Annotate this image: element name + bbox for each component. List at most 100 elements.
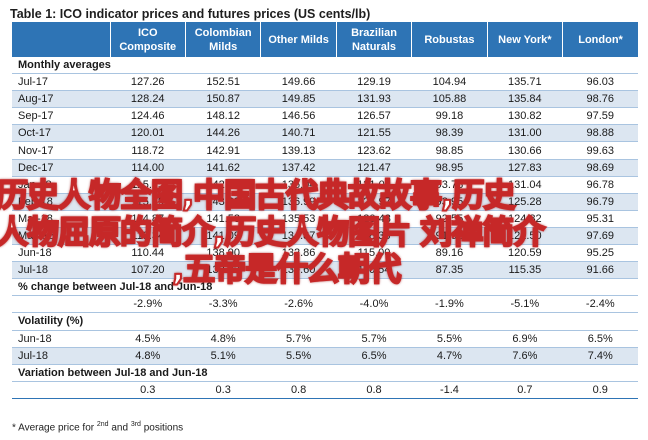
cell-value: 141.62 xyxy=(185,159,261,177)
cell-value: 5.5% xyxy=(260,347,337,365)
cell-value: 121.97 xyxy=(336,193,412,211)
cell-value: -4.0% xyxy=(336,295,412,314)
cell-value: 93.78 xyxy=(411,176,488,194)
cell-value: 4.7% xyxy=(411,347,488,365)
cell-value: 142.61 xyxy=(185,176,261,194)
cell-value: 146.56 xyxy=(260,107,337,126)
table-row: Jul-18 4.8% 5.1% 5.5% 6.5% 4.7% 7.6% 7.4% xyxy=(12,347,638,365)
cell-value: 120.59 xyxy=(487,244,563,263)
cell-value: 121.55 xyxy=(336,124,412,143)
cell-value: 98.69 xyxy=(562,159,638,177)
source-sup-third: 3rd xyxy=(130,421,141,428)
cell-value: 93.95 xyxy=(411,193,488,211)
cell-value: 115.00 xyxy=(336,244,412,263)
section-heading: Volatility (%) xyxy=(12,312,638,331)
cell-value: 87.35 xyxy=(411,261,488,280)
cell-value: 125.28 xyxy=(487,193,563,211)
cell-value: 0.9 xyxy=(562,381,638,399)
table-row: -2.9% -3.3% -2.6% -4.0% -1.9% -5.1% -2.4% xyxy=(12,295,638,314)
table-row: Aug-17 128.24 150.87 149.85 131.93 105.88 135.… xyxy=(12,90,638,109)
cell-value: 7.4% xyxy=(562,347,638,365)
cell-value: 130.66 xyxy=(487,141,563,160)
cell-value: 120.01 xyxy=(110,124,186,143)
table-row: Dec-17 114.00 141.62 137.42 121.47 98.95 127.8… xyxy=(12,159,638,177)
cell-value: 97.59 xyxy=(562,107,638,126)
cell-value: 138.90 xyxy=(185,244,261,263)
cell-value: 130.60 xyxy=(260,261,337,280)
cell-value: 5.7% xyxy=(260,330,337,348)
cell-value: 6.5% xyxy=(562,330,638,348)
cell-value: 92.55 xyxy=(411,210,488,228)
cell-value: 124.46 xyxy=(110,107,186,126)
section-heading: Variation between Jul-18 and Jun-18 xyxy=(12,364,638,382)
cell-value: 5.5% xyxy=(411,330,488,348)
cell-value: 0.8 xyxy=(260,381,337,399)
cell-value: 149.66 xyxy=(260,73,337,92)
table-row: May-18 113.34 141.09 134.87 118.38 91.96 122.5… xyxy=(12,227,638,246)
cell-value: 110.54 xyxy=(336,261,412,280)
cell-value: 148.12 xyxy=(185,107,261,126)
cell-value: -2.6% xyxy=(260,295,337,314)
table-row: Oct-17 120.01 144.26 140.71 121.55 98.39 131.0… xyxy=(12,124,638,143)
source-mid: and xyxy=(108,422,131,434)
cell-value: 114.87 xyxy=(110,210,186,228)
table-row: Jul-18 107.20 133.92 130.60 110.54 87.35 115.3… xyxy=(12,261,638,280)
cell-value: 133.92 xyxy=(185,261,261,280)
column-header: Other Milds xyxy=(260,22,337,57)
cell-value: 120.43 xyxy=(336,210,412,228)
cell-value: 131.93 xyxy=(336,90,412,109)
cell-value: 107.20 xyxy=(110,261,186,280)
cell-value: 132.86 xyxy=(260,244,337,263)
cell-value: 134.87 xyxy=(260,227,337,246)
cell-value: 143.22 xyxy=(185,193,261,211)
table-row: Jul-17 127.26 152.51 149.66 129.19 104.94 135.… xyxy=(12,73,638,92)
cell-value: 135.71 xyxy=(487,73,563,92)
column-header: Brazilian Naturals xyxy=(336,22,413,57)
cell-value: 115.39 xyxy=(110,193,186,211)
column-header: Robustas xyxy=(411,22,488,57)
cell-value: 137.42 xyxy=(260,159,337,177)
row-label: Dec-17 xyxy=(12,159,111,177)
source-note: * Average price for 2nd and 3rd position… xyxy=(12,421,183,433)
table-row: 0.3 0.3 0.8 0.8 -1.4 0.7 0.9 xyxy=(12,381,638,399)
row-label: Nov-17 xyxy=(12,141,111,160)
cell-value: 97.69 xyxy=(562,227,638,246)
column-header: New York* xyxy=(487,22,564,57)
cell-value: 98.88 xyxy=(562,124,638,143)
cell-value: -2.4% xyxy=(562,295,638,314)
row-label: Jul-18 xyxy=(12,347,111,365)
cell-value: 115.35 xyxy=(487,261,563,280)
cell-value: 127.83 xyxy=(487,159,563,177)
cell-value: 99.63 xyxy=(562,141,638,160)
cell-value: 131.04 xyxy=(487,176,563,194)
row-label xyxy=(12,295,111,314)
cell-value: 91.66 xyxy=(562,261,638,280)
table-body: Monthly averages Jul-17 127.26 152.51 149.66… xyxy=(12,57,638,399)
section-heading-row: Variation between Jul-18 and Jun-18 xyxy=(12,364,638,382)
row-label: Oct-17 xyxy=(12,124,111,143)
cell-value: 130.82 xyxy=(487,107,563,126)
table-row: Sep-17 124.46 148.12 146.56 126.57 99.18 130.8… xyxy=(12,107,638,126)
row-label: Jan-18 xyxy=(12,176,111,194)
cell-value: 5.1% xyxy=(185,347,261,365)
cell-value: 4.8% xyxy=(185,330,261,348)
section-heading-row: Monthly averages xyxy=(12,57,638,75)
cell-value: 6.9% xyxy=(487,330,563,348)
cell-value: 136.99 xyxy=(260,193,337,211)
cell-value: 126.57 xyxy=(336,107,412,126)
section-heading-row: % change between Jul-18 and Jun-18 xyxy=(12,278,638,297)
cell-value: 123.62 xyxy=(336,141,412,160)
cell-value: 141.09 xyxy=(185,227,261,246)
cell-value: 96.79 xyxy=(562,193,638,211)
price-table: ICO Composite Colombian Milds Other Mild… xyxy=(12,22,638,399)
row-label: Aug-17 xyxy=(12,90,111,109)
cell-value: 129.19 xyxy=(336,73,412,92)
cell-value: 95.25 xyxy=(562,244,638,263)
cell-value: 131.00 xyxy=(487,124,563,143)
table-row: Feb-18 115.39 143.22 136.99 121.97 93.95 125.2… xyxy=(12,193,638,211)
cell-value: -3.3% xyxy=(185,295,261,314)
cell-value: 89.16 xyxy=(411,244,488,263)
cell-value: 96.78 xyxy=(562,176,638,194)
cell-value: -1.4 xyxy=(411,381,488,399)
table-header: ICO Composite Colombian Milds Other Mild… xyxy=(12,22,638,57)
